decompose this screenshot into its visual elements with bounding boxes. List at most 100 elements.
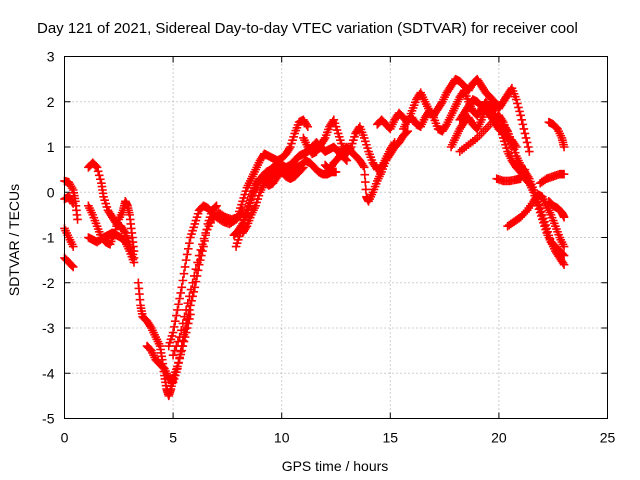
data-point bbox=[361, 185, 371, 194]
data-point bbox=[198, 239, 207, 249]
y-tick-label: 3 bbox=[47, 49, 55, 65]
data-point bbox=[169, 322, 179, 332]
data-point bbox=[198, 246, 207, 256]
data-point bbox=[203, 225, 212, 234]
data-point bbox=[286, 142, 295, 152]
data-point bbox=[237, 200, 246, 209]
data-point bbox=[362, 140, 371, 150]
data-point bbox=[535, 208, 545, 217]
data-point bbox=[350, 132, 359, 142]
data-point bbox=[184, 244, 193, 254]
data-point bbox=[165, 338, 175, 348]
series-track-aa bbox=[544, 197, 569, 222]
data-point bbox=[173, 305, 182, 315]
data-point bbox=[100, 195, 109, 205]
data-point bbox=[185, 292, 194, 301]
data-point bbox=[402, 127, 411, 137]
data-point bbox=[253, 194, 263, 204]
series-track-l bbox=[233, 115, 313, 220]
data-point bbox=[175, 294, 184, 303]
data-point bbox=[361, 137, 370, 146]
data-point bbox=[191, 264, 201, 274]
data-point bbox=[180, 262, 190, 272]
data-point bbox=[113, 218, 123, 228]
data-point bbox=[193, 209, 203, 219]
data-point bbox=[331, 167, 341, 177]
data-point bbox=[233, 210, 243, 220]
y-axis-label: SDTVAR / TECUs bbox=[6, 184, 22, 296]
data-point bbox=[240, 212, 250, 222]
data-point bbox=[173, 364, 182, 374]
y-tick-label: 0 bbox=[47, 184, 55, 200]
series-track-z bbox=[544, 117, 569, 152]
data-point bbox=[341, 155, 351, 164]
series-track-o bbox=[229, 163, 308, 240]
series-track-y bbox=[535, 169, 569, 188]
data-point bbox=[232, 238, 242, 248]
data-point bbox=[102, 202, 112, 212]
data-point bbox=[68, 262, 78, 272]
series-track-q bbox=[320, 126, 412, 206]
data-point bbox=[99, 192, 108, 202]
series-track-c bbox=[60, 224, 78, 251]
data-point bbox=[500, 137, 509, 146]
data-point bbox=[298, 164, 307, 173]
data-point bbox=[179, 269, 189, 278]
data-point bbox=[172, 341, 181, 351]
data-point bbox=[174, 299, 183, 309]
data-point bbox=[520, 129, 530, 138]
data-point bbox=[185, 238, 194, 248]
data-point bbox=[190, 219, 200, 229]
data-point bbox=[287, 139, 296, 148]
data-point bbox=[189, 223, 199, 232]
data-point bbox=[173, 337, 183, 346]
data-point bbox=[520, 165, 530, 174]
data-point bbox=[559, 260, 569, 269]
chart-title: Day 121 of 2021, Sidereal Day-to-day VTE… bbox=[37, 20, 578, 37]
data-point bbox=[288, 135, 297, 145]
data-point bbox=[239, 216, 248, 225]
data-point bbox=[359, 133, 369, 143]
data-point bbox=[303, 122, 313, 131]
data-point bbox=[178, 336, 188, 345]
data-point bbox=[510, 148, 520, 157]
series-track-h bbox=[134, 278, 195, 401]
y-tick-label: -4 bbox=[42, 365, 55, 381]
data-point bbox=[183, 298, 193, 308]
data-point bbox=[68, 242, 78, 251]
data-point bbox=[522, 138, 532, 147]
axis-ticks: 0 5 10 15 20 25 -5 -4 -3 -2 -1 0 1 2 3 bbox=[42, 49, 615, 446]
data-point bbox=[242, 206, 252, 215]
data-point bbox=[329, 115, 339, 125]
data-point bbox=[73, 215, 82, 224]
data-point bbox=[490, 106, 499, 116]
data-point bbox=[347, 139, 357, 148]
series-track-w bbox=[492, 165, 530, 186]
data-point bbox=[188, 278, 197, 288]
data-point bbox=[536, 211, 546, 221]
data-point bbox=[168, 328, 178, 337]
data-point bbox=[254, 191, 264, 200]
data-point bbox=[212, 201, 221, 211]
data-point bbox=[523, 142, 533, 152]
data-point bbox=[330, 118, 340, 128]
data-point bbox=[252, 198, 262, 207]
data-point bbox=[244, 199, 254, 208]
data-point bbox=[169, 374, 179, 384]
data-point bbox=[243, 202, 253, 212]
data-point bbox=[180, 312, 189, 321]
series-track-r bbox=[372, 74, 534, 156]
data-point bbox=[529, 187, 538, 197]
y-tick-label: 1 bbox=[47, 139, 55, 155]
data-point bbox=[180, 324, 190, 334]
data-point bbox=[172, 311, 181, 320]
data-point bbox=[525, 147, 534, 156]
data-point bbox=[359, 163, 369, 172]
data-point bbox=[513, 99, 522, 108]
data-point bbox=[211, 202, 220, 212]
data-marks bbox=[60, 74, 569, 401]
data-point bbox=[199, 234, 209, 243]
data-point bbox=[332, 125, 342, 135]
data-point bbox=[337, 139, 346, 148]
data-point bbox=[176, 325, 186, 335]
